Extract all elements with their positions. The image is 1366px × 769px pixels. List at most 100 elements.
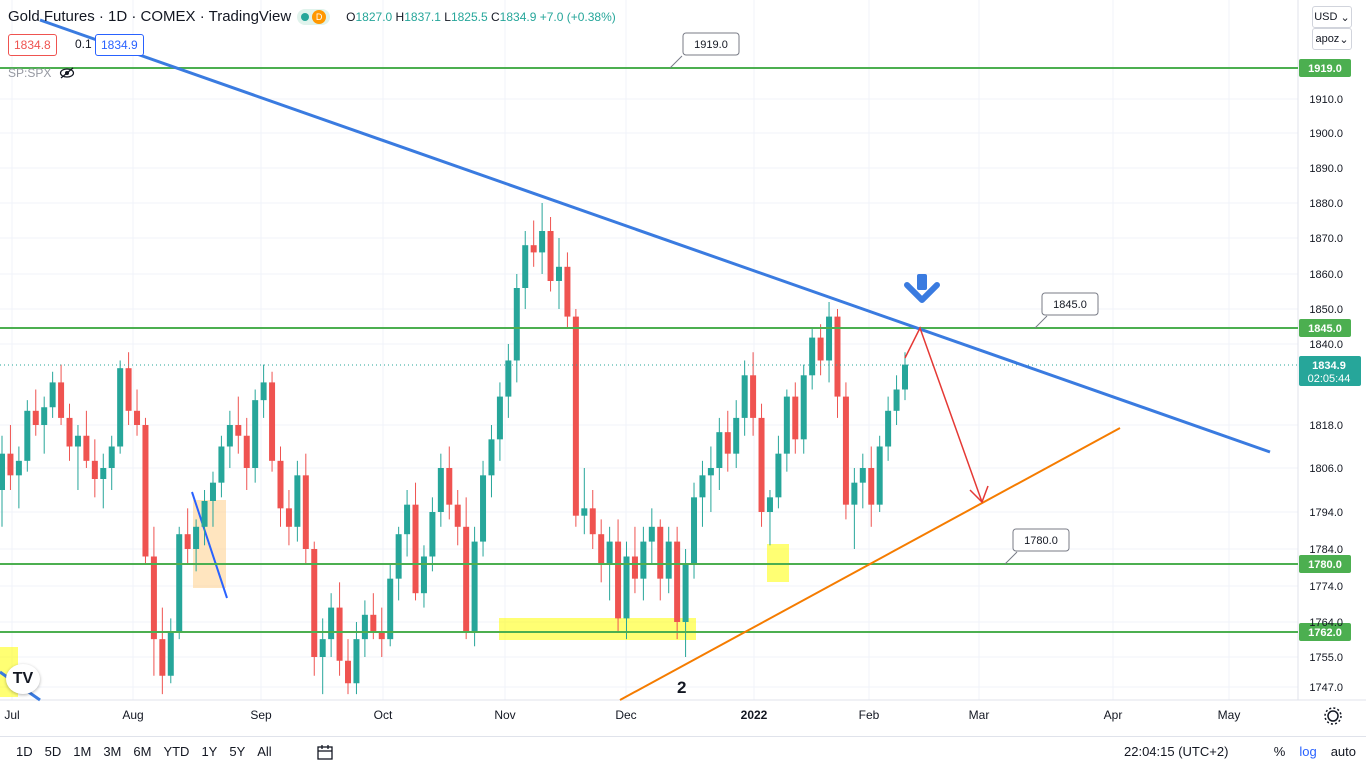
- y-axis-tick-label: 1794.0: [1309, 507, 1343, 519]
- candle-body: [547, 231, 554, 281]
- timeframe-ytd[interactable]: YTD: [163, 744, 190, 759]
- timeframe-1y[interactable]: 1Y: [201, 744, 218, 759]
- candle-body: [201, 501, 208, 527]
- candle-body: [480, 475, 487, 542]
- timeframe-all[interactable]: All: [257, 744, 272, 759]
- eye-hidden-icon[interactable]: [59, 67, 75, 79]
- price-level-tag-text: 1919.0: [1308, 63, 1342, 75]
- candle-body: [817, 337, 824, 361]
- down-arrow-icon[interactable]: [904, 282, 940, 303]
- date-range-icon[interactable]: [316, 745, 334, 761]
- level-callout[interactable]: [1041, 292, 1099, 316]
- candle-body: [404, 504, 411, 535]
- currency-select[interactable]: USD ⌄: [1312, 6, 1352, 28]
- down-arrow-icon[interactable]: [917, 274, 927, 290]
- bar-countdown-text: 02:05:44: [1308, 373, 1351, 385]
- x-axis-label: Nov: [494, 708, 515, 722]
- candle-body: [522, 245, 529, 288]
- percent-scale-toggle[interactable]: %: [1273, 744, 1286, 759]
- y-axis-tick-label: 1860.0: [1309, 269, 1343, 281]
- price-level-tag-text: 1762.0: [1308, 627, 1342, 639]
- y-axis-tick-label: 1755.0: [1309, 652, 1343, 664]
- y-axis-tick-label: 1774.0: [1309, 581, 1343, 593]
- current-price-tag: [1299, 356, 1361, 386]
- timeframe-6m[interactable]: 6M: [133, 744, 152, 759]
- candle-body: [834, 316, 841, 397]
- candle-body: [496, 396, 503, 440]
- timeframe-1m[interactable]: 1M: [73, 744, 92, 759]
- candle-body: [243, 435, 250, 468]
- auto-scale-toggle[interactable]: auto: [1330, 744, 1356, 759]
- y-axis-tick-label: 1890.0: [1309, 163, 1343, 175]
- compare-symbol-label[interactable]: SP:SPX: [8, 66, 52, 80]
- buy-price-button[interactable]: 1834.9: [95, 34, 144, 56]
- candle-body: [108, 446, 115, 468]
- gear-icon[interactable]: [1324, 707, 1342, 725]
- candle-body: [319, 639, 326, 657]
- candle-body: [49, 382, 56, 408]
- candle-body: [809, 337, 816, 376]
- candle-body: [615, 541, 622, 619]
- tradingview-logo[interactable]: TV: [6, 664, 40, 694]
- highlight-zone[interactable]: [499, 618, 696, 640]
- callout-pointer: [1004, 551, 1018, 565]
- timeframe-5d[interactable]: 5D: [44, 744, 62, 759]
- candle-body: [387, 578, 394, 640]
- flag-channel-line[interactable]: [191, 491, 228, 599]
- candle-body: [463, 526, 470, 632]
- log-scale-toggle[interactable]: log: [1299, 744, 1317, 759]
- candle-body: [7, 453, 14, 476]
- candle-body: [623, 556, 630, 619]
- candle-body: [733, 417, 740, 454]
- candle-body: [15, 460, 22, 476]
- candle-body: [572, 316, 579, 516]
- candle-body: [758, 417, 765, 512]
- candle-body: [260, 382, 267, 401]
- candle-body: [294, 475, 301, 527]
- candle-body: [285, 508, 292, 527]
- candle-body: [252, 400, 259, 468]
- candle-body: [707, 468, 714, 476]
- time-zone-clock[interactable]: 22:04:15 (UTC+2): [1124, 744, 1229, 759]
- candle-body: [691, 497, 698, 564]
- timeframe-5y[interactable]: 5Y: [229, 744, 246, 759]
- gear-icon[interactable]: [1327, 710, 1339, 722]
- candle-body: [353, 639, 360, 684]
- y-axis-tick-label: 1806.0: [1309, 463, 1343, 475]
- x-axis-label: Jul: [4, 708, 19, 722]
- candle-body: [606, 541, 613, 564]
- candle-body: [741, 375, 748, 418]
- annotation-number[interactable]: 2: [677, 678, 686, 697]
- symbol-title[interactable]: Gold Futures · 1D · COMEX · TradingView: [8, 8, 292, 25]
- candle-body: [193, 526, 200, 549]
- timeframe-1d[interactable]: 1D: [16, 744, 33, 759]
- descending-trendline[interactable]: [39, 18, 1271, 454]
- data-delay-icon: D: [312, 9, 327, 24]
- callout-pointer: [669, 55, 683, 69]
- candle-body: [125, 368, 132, 411]
- candle-body: [471, 541, 478, 632]
- chevron-down-icon: ⌄: [1340, 11, 1350, 24]
- level-callout[interactable]: [1012, 528, 1070, 552]
- projection-path[interactable]: [904, 326, 983, 503]
- scale-mode-select[interactable]: apoz ⌄: [1312, 28, 1352, 50]
- y-axis-tick-label: 1900.0: [1309, 128, 1343, 140]
- y-axis-tick-label: 1870.0: [1309, 233, 1343, 245]
- ascending-trendline[interactable]: [619, 427, 1121, 701]
- y-axis-tick-label: 1764.0: [1309, 617, 1343, 629]
- candle-body: [336, 607, 343, 661]
- candle-body: [674, 541, 681, 622]
- candle-body: [378, 632, 385, 640]
- level-callout[interactable]: [682, 32, 740, 56]
- x-axis-label: Apr: [1104, 708, 1123, 722]
- timeframe-3m[interactable]: 3M: [103, 744, 122, 759]
- candle-body: [361, 614, 368, 640]
- x-axis-label: 2022: [741, 708, 768, 722]
- candle-body: [488, 439, 495, 476]
- candle-body: [159, 639, 166, 676]
- sell-price-button[interactable]: 1834.8: [8, 34, 57, 56]
- candle-body: [328, 607, 335, 640]
- price-chart[interactable]: 1919.0 1845.0 1780.0 1762.0 1919.0 1845.0 1780…: [0, 0, 1366, 736]
- market-status[interactable]: D: [297, 8, 331, 25]
